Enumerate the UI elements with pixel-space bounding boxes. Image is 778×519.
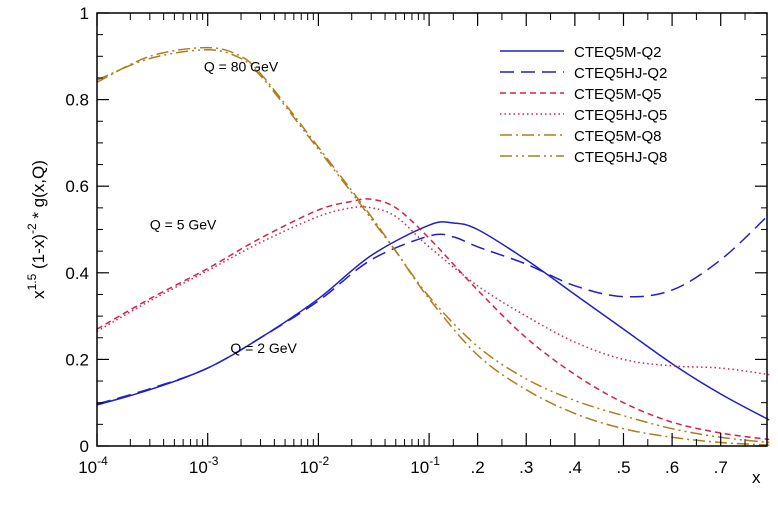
x-tick-label: .4	[568, 458, 582, 477]
x-tick-label: .5	[616, 458, 630, 477]
axis-tick-labels: 0 0.2 0.4 0.6 0.8 1 10-4 10-3 10-2 10-1 .2 .3 .4 .5 .6…	[65, 4, 727, 477]
x-tick-label: .3	[519, 458, 533, 477]
x-tick-label: 10-4	[78, 454, 108, 477]
curve-annotation: Q = 2 GeV	[230, 340, 297, 356]
legend-label: CTEQ5M-Q5	[574, 86, 662, 103]
legend-label: CTEQ5HJ-Q5	[574, 107, 667, 124]
y-tick-label: 0.8	[65, 91, 89, 110]
x-tick-label: .7	[714, 458, 728, 477]
x-axis-label: x	[752, 468, 761, 487]
x-tick-label: .6	[665, 458, 679, 477]
y-tick-label: 0.2	[65, 350, 89, 369]
y-tick-label: 0.6	[65, 177, 89, 196]
legend-label: CTEQ5M-Q8	[574, 128, 662, 145]
x-tick-label: 10-2	[300, 454, 330, 477]
series-line-cteq5hj-q5	[96, 206, 770, 376]
legend-label: CTEQ5HJ-Q8	[574, 149, 667, 166]
series-line-cteq5hj-q8	[96, 49, 770, 444]
x-tick-label: 10-1	[410, 454, 440, 477]
series-line-cteq5m-q5	[96, 198, 770, 441]
y-tick-label: 1	[80, 4, 89, 23]
y-axis-label: x1.5 (1-x)-2 * g(x,Q)	[25, 160, 48, 299]
curve-annotation: Q = 80 GeV	[204, 58, 279, 74]
x-tick-label: .2	[471, 458, 485, 477]
legend-label: CTEQ5HJ-Q2	[574, 65, 667, 82]
legend-label: CTEQ5M-Q2	[574, 44, 662, 61]
curve-annotations: Q = 80 GeV Q = 5 GeV Q = 2 GeV	[150, 58, 298, 355]
x-tick-label: 10-3	[189, 454, 219, 477]
y-tick-label: 0	[80, 437, 89, 456]
axis-ticks	[96, 12, 767, 447]
y-tick-label: 0.4	[65, 264, 89, 283]
legend: CTEQ5M-Q2 CTEQ5HJ-Q2 CTEQ5M-Q5 CTEQ5HJ-Q5 CT…	[500, 44, 667, 166]
series-line-cteq5hj-q2	[96, 213, 770, 405]
curve-annotation: Q = 5 GeV	[150, 217, 217, 233]
series-line-cteq5m-q2	[96, 221, 770, 421]
series-line-cteq5m-q8	[96, 46, 770, 446]
series-curves	[96, 46, 770, 446]
